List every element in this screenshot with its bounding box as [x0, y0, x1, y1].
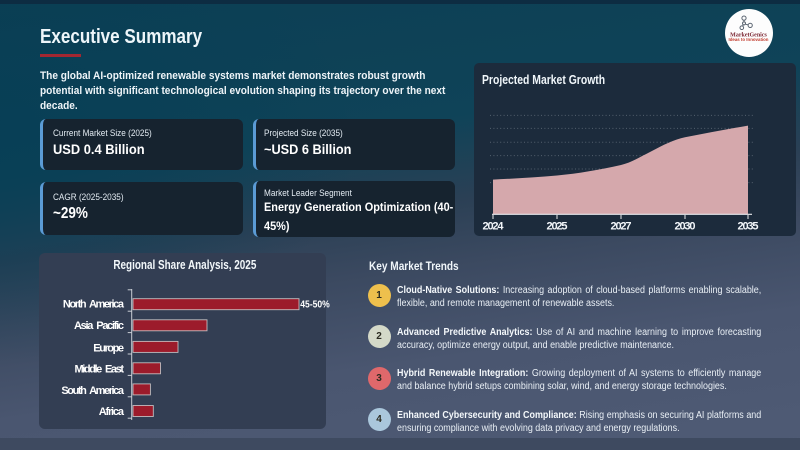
svg-text:Ideas to Innovation: Ideas to Innovation: [728, 37, 768, 42]
svg-text:North America: North America: [63, 299, 125, 311]
svg-text:2025: 2025: [547, 221, 568, 233]
svg-text:2024: 2024: [483, 221, 505, 233]
svg-text:Middle East: Middle East: [75, 364, 125, 376]
svg-text:2030: 2030: [675, 221, 696, 233]
svg-text:MarketGenics: MarketGenics: [730, 33, 767, 39]
svg-text:2027: 2027: [611, 221, 632, 233]
svg-text:South America: South America: [61, 385, 124, 397]
svg-text:Africa: Africa: [99, 406, 125, 418]
svg-text:45-50%: 45-50%: [300, 300, 330, 311]
svg-text:Asia Pacific: Asia Pacific: [74, 320, 124, 332]
svg-text:Europe: Europe: [93, 342, 124, 354]
svg-text:2035: 2035: [738, 221, 759, 233]
